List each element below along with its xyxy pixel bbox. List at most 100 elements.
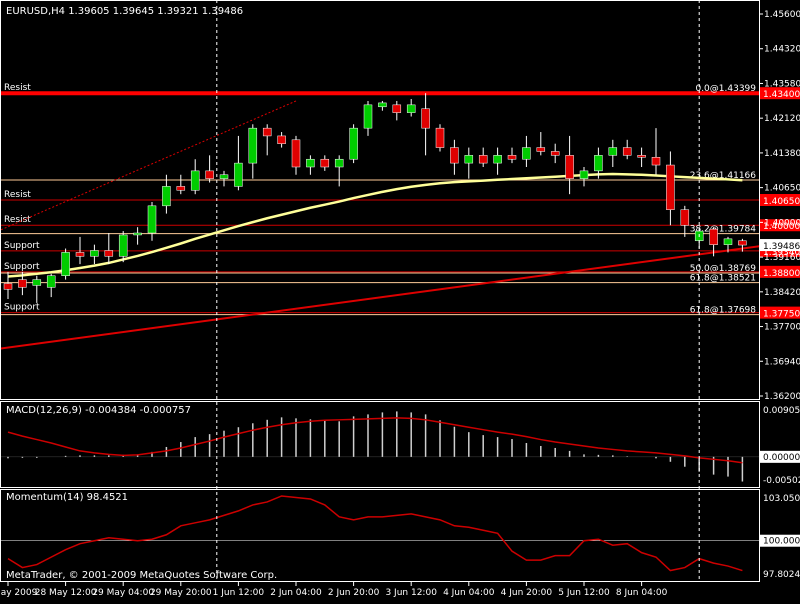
candle-body[interactable] xyxy=(392,104,402,113)
candle-body[interactable] xyxy=(291,139,301,168)
momentum-ref-tag-bg xyxy=(760,534,800,547)
level-price-tag-bg xyxy=(760,265,800,278)
price-tick-label: 1.44320 xyxy=(764,45,800,55)
level-label-left: Support xyxy=(4,303,40,313)
candle-body[interactable] xyxy=(507,155,517,160)
level-price-tag-bg xyxy=(760,306,800,319)
price-tick-label: 1.43580 xyxy=(764,79,800,89)
candle-body[interactable] xyxy=(306,158,315,168)
level-price-tag-bg xyxy=(760,194,800,206)
trendline-support-trend[interactable] xyxy=(0,241,786,350)
time-tick-label: 8 Jun 04:00 xyxy=(616,588,668,598)
main-price-panel[interactable]: Resist 0.0@1.43399 23.6@1.41166 Resist Resis… xyxy=(0,83,786,350)
macd-signal-line xyxy=(7,417,743,464)
macd-panel[interactable] xyxy=(0,411,760,482)
candle-body[interactable] xyxy=(536,147,546,152)
candle-body[interactable] xyxy=(90,250,99,257)
candle-body[interactable] xyxy=(118,234,128,257)
fib-level-label: 61.8@1.38521 xyxy=(690,274,756,284)
candle-body[interactable] xyxy=(406,104,416,113)
candle-body[interactable] xyxy=(378,102,387,108)
candle-body[interactable] xyxy=(334,158,344,168)
macd-tick-label: -0.00502 xyxy=(763,476,800,486)
candle-body[interactable] xyxy=(522,147,531,160)
candle-body[interactable] xyxy=(176,186,186,191)
candle-body[interactable] xyxy=(493,155,502,164)
candle-body[interactable] xyxy=(3,283,13,290)
candle-body[interactable] xyxy=(219,174,229,179)
candle-body[interactable] xyxy=(738,240,747,246)
candle-body[interactable] xyxy=(579,170,589,179)
candle-body[interactable] xyxy=(32,279,42,286)
candle-body[interactable] xyxy=(18,279,27,288)
candle-body[interactable] xyxy=(147,205,157,234)
fib-level-label: 23.6@1.41166 xyxy=(690,171,757,181)
candle-body[interactable] xyxy=(46,275,56,288)
candle-body[interactable] xyxy=(709,228,718,245)
momentum-tick-label: 100.0000 xyxy=(763,537,800,547)
last-price-tag-bg xyxy=(760,239,800,252)
time-tick-label: 2 Jun 20:00 xyxy=(328,588,380,598)
candle-body[interactable] xyxy=(320,158,330,168)
candle-body[interactable] xyxy=(637,155,646,158)
candle-body[interactable] xyxy=(450,147,459,164)
copyright-footer: MetaTrader, © 2001-2009 MetaQuotes Softw… xyxy=(6,570,277,581)
candle-body[interactable] xyxy=(680,209,690,226)
macd-header: MACD(12,26,9) -0.004384 -0.000757 xyxy=(6,405,191,416)
candle-body[interactable] xyxy=(75,252,85,257)
candle-body[interactable] xyxy=(205,170,214,179)
trendline-channel-trend[interactable] xyxy=(0,100,297,233)
time-tick-label: 29 May 04:00 xyxy=(92,588,154,598)
price-tick-label: 1.42120 xyxy=(764,114,800,124)
last-price-tag: 1.39486 xyxy=(763,242,800,252)
momentum-panel[interactable] xyxy=(0,495,760,572)
candle-body[interactable] xyxy=(622,147,632,156)
momentum-header: Momentum(14) 98.4521 xyxy=(6,492,128,503)
time-tick-label: 28 May 12:00 xyxy=(35,588,97,598)
level-label-left: Support xyxy=(4,262,40,272)
candle-body[interactable] xyxy=(608,147,618,156)
candle-body[interactable] xyxy=(723,238,733,245)
candle-body[interactable] xyxy=(262,127,272,137)
momentum-tick-label: 97.8024 xyxy=(763,570,800,580)
candle-body[interactable] xyxy=(651,157,661,166)
candle-body[interactable] xyxy=(666,164,675,210)
time-tick-label: 5 Jun 12:00 xyxy=(558,588,610,598)
candle-body[interactable] xyxy=(162,186,171,207)
level-label-left: Resist xyxy=(4,215,31,225)
candle-body[interactable] xyxy=(248,127,258,164)
price-tick-label: 1.45600 xyxy=(764,10,800,20)
price-tick-label: 1.37700 xyxy=(764,323,800,333)
main-panel-frame xyxy=(0,0,760,400)
candle-body[interactable] xyxy=(363,104,373,129)
candle-body[interactable] xyxy=(190,170,200,191)
main-chart-header: EURUSD,H4 1.39605 1.39645 1.39321 1.3948… xyxy=(6,6,243,17)
candle-body[interactable] xyxy=(234,162,243,187)
momentum-tick-label: 103.0509 xyxy=(763,494,800,504)
level-price-tag: 1.43400 xyxy=(763,90,800,100)
candle-body[interactable] xyxy=(349,127,358,160)
time-tick-label: 27 May 2009 xyxy=(0,588,38,598)
candle-body[interactable] xyxy=(435,127,445,148)
candle-body[interactable] xyxy=(421,108,430,129)
fib-level-label: 0.0@1.43399 xyxy=(695,84,756,94)
candle-body[interactable] xyxy=(594,155,603,172)
candle-body[interactable] xyxy=(550,151,560,156)
candle-body[interactable] xyxy=(565,155,574,179)
time-tick-label: 4 Jun 20:00 xyxy=(501,588,553,598)
candle-body[interactable] xyxy=(464,155,474,164)
momentum-line xyxy=(7,495,743,572)
macd-tick-label: 0.009059 xyxy=(763,406,800,416)
candle-body[interactable] xyxy=(133,232,142,236)
candle-body[interactable] xyxy=(478,155,488,164)
level-price-tag-bg xyxy=(760,87,800,100)
candle-body[interactable] xyxy=(61,252,70,276)
fib-level-label: 50.0@1.38769 xyxy=(690,264,757,274)
price-tick-label: 1.39160 xyxy=(764,253,800,263)
candle-body[interactable] xyxy=(277,135,286,144)
time-tick-label: 2 Jun 04:00 xyxy=(270,588,322,598)
candle-body[interactable] xyxy=(104,250,114,257)
